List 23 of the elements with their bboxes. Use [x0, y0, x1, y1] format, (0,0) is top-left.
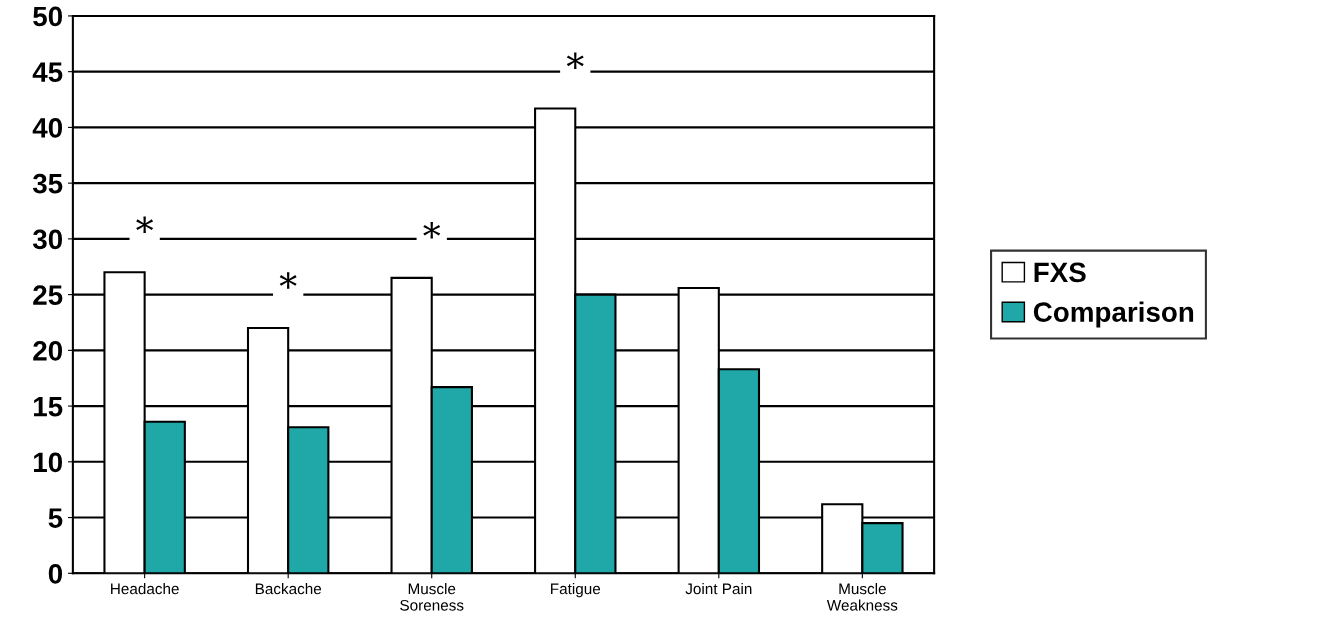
- x-tick-label: Fatigue: [551, 583, 601, 598]
- x-tick-label: Backache: [255, 583, 322, 595]
- annotation: *: [136, 216, 154, 233]
- x-tick-label: Muscle Soreness: [400, 583, 464, 611]
- y-tick-label: 45: [32, 62, 63, 82]
- x-tick-label: Joint Pain: [685, 583, 752, 595]
- y-tick-label: 30: [32, 229, 63, 250]
- y-tick-label: 15: [34, 397, 63, 417]
- y-tick-label: 10: [34, 452, 63, 473]
- annotation: *: [423, 222, 441, 239]
- y-tick-label: 20: [33, 341, 63, 361]
- y-tick-label: 40: [32, 118, 63, 138]
- y-tick-label: 5: [48, 508, 63, 528]
- legend-label: FXS: [1034, 262, 1086, 283]
- y-tick-label: 25: [33, 285, 63, 305]
- annotation: *: [566, 52, 584, 70]
- x-tick-label: Muscle Weakness: [826, 583, 898, 611]
- y-tick-label: 35: [32, 173, 63, 194]
- y-tick-label: 0: [48, 563, 63, 584]
- y-tick-label: 50: [33, 6, 63, 27]
- legend-label: Comparison: [1033, 301, 1194, 328]
- x-tick-label: Headache: [111, 583, 179, 595]
- annotation: *: [279, 272, 297, 289]
